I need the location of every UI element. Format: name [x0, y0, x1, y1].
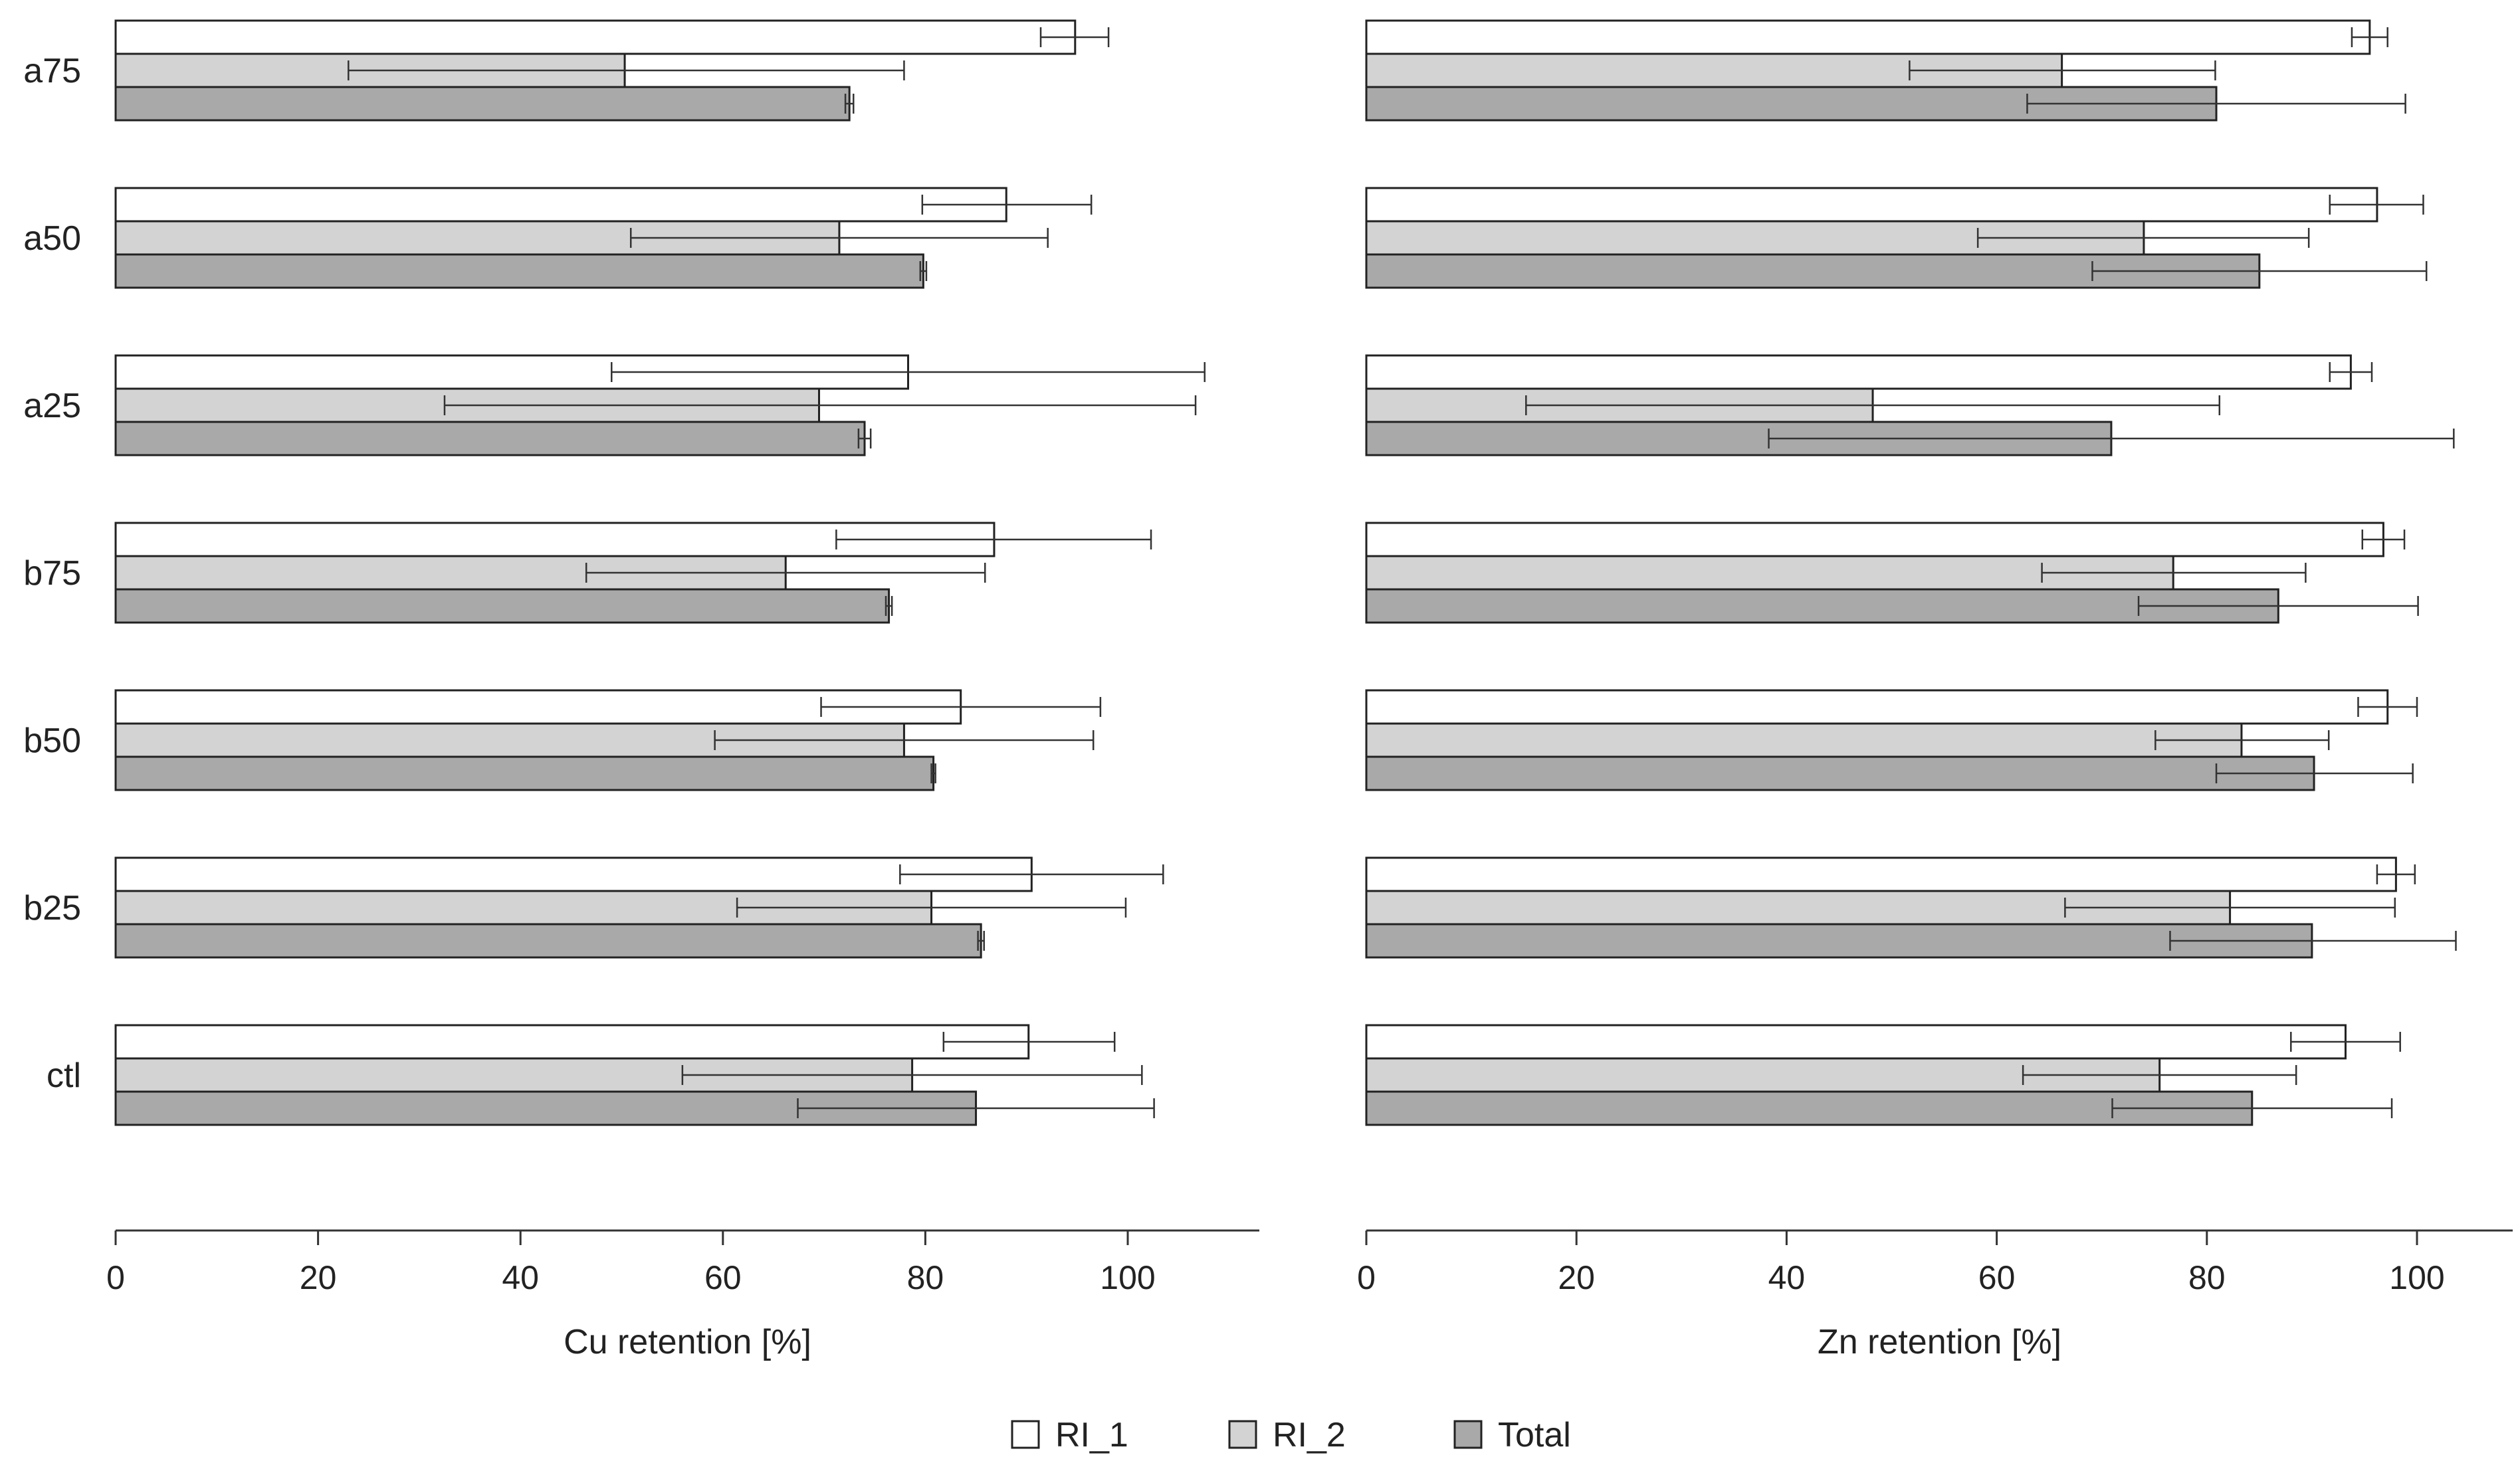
legend-label-ri1: RI_1 [1055, 1416, 1128, 1454]
bar-b50-ri2 [1365, 722, 2243, 758]
bar-b50-ri1 [1365, 689, 2389, 725]
bar-a50-ri1 [1365, 187, 2378, 223]
bar-b25-total [1365, 923, 2313, 959]
x-tick-label-100: 100 [1100, 1259, 1155, 1296]
x-tick-label-40: 40 [1768, 1259, 1806, 1296]
legend-label-ri2: RI_2 [1273, 1416, 1346, 1454]
category-label-b25: b25 [23, 889, 81, 928]
category-label-b50: b50 [23, 722, 81, 760]
bar-b25-ri1 [1365, 856, 2397, 892]
bar-b75-total [114, 588, 891, 624]
bar-ctl-total [1365, 1090, 2254, 1126]
category-label-a75: a75 [23, 52, 81, 90]
bar-b50-total [1365, 755, 2315, 791]
category-label-b75: b75 [23, 554, 81, 593]
cu-retention-panel: a75 a50 a25 b75 b50 b25 ctl 0 20 40 60 80 100 Cu rete… [23, 19, 1259, 1361]
category-label-ctl: ctl [47, 1056, 81, 1095]
bar-a25-ri1 [1365, 354, 2352, 390]
x-axis-title: Cu retention [%] [564, 1323, 811, 1361]
x-tick-label-0: 0 [1357, 1259, 1376, 1296]
bar-b75-ri1 [1365, 522, 2384, 557]
legend-label-total: Total [1498, 1416, 1571, 1454]
x-tick-label-80: 80 [2188, 1259, 2226, 1296]
zn-retention-panel: 0 20 40 60 80 100 Zn retention [%] [1357, 19, 2513, 1361]
x-tick-label-60: 60 [1978, 1259, 2016, 1296]
x-axis-title: Zn retention [%] [1818, 1323, 2061, 1361]
x-tick-label-60: 60 [704, 1259, 742, 1296]
category-label-a50: a50 [23, 219, 81, 258]
x-tick-label-100: 100 [2389, 1259, 2444, 1296]
bar-b50-total [114, 755, 935, 791]
bar-ctl-ri1 [1365, 1024, 2347, 1060]
bar-a25-total [114, 421, 866, 456]
legend: RI_1 RI_2 Total [1011, 1416, 1571, 1454]
bar-b50-ri1 [114, 689, 962, 725]
bar-b25-ri1 [114, 856, 1033, 892]
bar-a50-ri1 [114, 187, 1007, 223]
legend-swatch-total [1453, 1420, 1483, 1449]
x-tick-label-20: 20 [1558, 1259, 1595, 1296]
x-tick-label-0: 0 [106, 1259, 125, 1296]
x-tick-label-40: 40 [502, 1259, 539, 1296]
bar-b25-total [114, 923, 982, 959]
x-tick-label-80: 80 [907, 1259, 944, 1296]
bar-a75-ri1 [114, 19, 1077, 55]
bar-a50-total [114, 253, 924, 289]
legend-swatch-ri1 [1011, 1420, 1040, 1449]
x-tick-label-20: 20 [300, 1259, 337, 1296]
bar-a75-total [114, 86, 851, 122]
category-label-a25: a25 [23, 387, 81, 425]
bar-a75-ri1 [1365, 19, 2371, 55]
legend-swatch-ri2 [1228, 1420, 1257, 1449]
bar-ctl-ri1 [114, 1024, 1030, 1060]
